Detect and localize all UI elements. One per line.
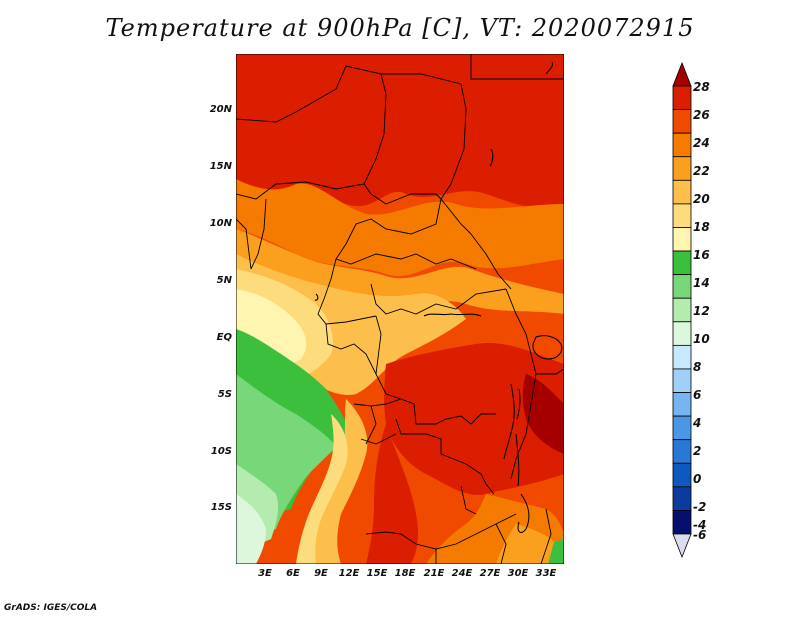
y-tick-label: 15S (210, 502, 232, 513)
y-tick-label: 20N (209, 104, 232, 115)
colorbar-label: 2 (693, 444, 702, 458)
colorbar (672, 62, 692, 558)
colorbar-segment (672, 109, 692, 134)
colorbar-label: -4 (693, 518, 707, 532)
y-tick-label: 10N (209, 218, 232, 229)
x-tick-label: 12E (338, 568, 360, 579)
colorbar-label: 26 (693, 108, 710, 122)
colorbar-segment (672, 321, 692, 346)
colorbar-segment (672, 510, 692, 535)
colorbar-segment (672, 415, 692, 441)
field-se-14 (548, 539, 564, 564)
colorbar-label: 14 (693, 276, 710, 290)
x-tick-label: 3E (258, 568, 272, 579)
colorbar-segment (672, 62, 692, 87)
colorbar-label: -6 (693, 528, 707, 542)
colorbar-segment (672, 533, 692, 558)
colorbar-label: -2 (693, 500, 707, 514)
colorbar-segment (672, 179, 692, 205)
field-core-26 (384, 343, 564, 495)
colorbar-label: 12 (693, 304, 710, 318)
x-tick-label: 27E (479, 568, 501, 579)
colorbar-label: 18 (693, 220, 710, 234)
x-tick-label: 21E (423, 568, 445, 579)
y-tick-label: 10S (210, 446, 232, 457)
colorbar-label: 22 (693, 164, 710, 178)
field-sahel (236, 179, 564, 277)
colorbar-segment (672, 250, 692, 276)
colorbar-label: 16 (693, 248, 710, 262)
temperature-map (236, 54, 564, 564)
colorbar-label: 10 (693, 332, 710, 346)
colorbar-segment (672, 344, 692, 370)
colorbar-segment (672, 368, 692, 393)
colorbar-segment (672, 439, 692, 464)
colorbar-segment (672, 462, 692, 488)
colorbar-label: 28 (693, 80, 710, 94)
x-tick-label: 15E (366, 568, 388, 579)
field-coast-18 (296, 414, 348, 564)
colorbar-segment (672, 227, 692, 252)
colorbar-segment (672, 156, 692, 181)
y-tick-label: 5N (216, 275, 232, 286)
field-se-22 (496, 524, 564, 564)
colorbar-segment (672, 392, 692, 417)
colorbar-label: 6 (693, 388, 702, 402)
y-tick-label: EQ (216, 332, 232, 343)
lakes (503, 61, 563, 533)
colorbar-label: 8 (693, 360, 702, 374)
x-tick-label: 18E (394, 568, 416, 579)
colorbar-segment (672, 486, 692, 511)
colorbar-label: 24 (693, 136, 710, 150)
colorbar-segment (672, 297, 692, 323)
x-tick-label: 30E (507, 568, 529, 579)
x-tick-label: 33E (535, 568, 557, 579)
colorbar-label: 4 (693, 416, 702, 430)
colorbar-segment (672, 203, 692, 228)
x-tick-label: 24E (451, 568, 473, 579)
x-tick-label: 6E (286, 568, 300, 579)
colorbar-segment (672, 85, 692, 110)
grads-credit: GrADS: IGES/COLA (4, 603, 98, 613)
chart-title: Temperature at 900hPa [C], VT: 202007291… (105, 14, 695, 42)
field-band-8 (236, 494, 266, 564)
field-north-hot (236, 54, 564, 209)
y-tick-label: 15N (209, 161, 232, 172)
colorbar-label: 0 (693, 472, 702, 486)
x-tick-label: 9E (314, 568, 328, 579)
y-tick-label: 5S (217, 389, 232, 400)
field-core-angola (366, 424, 419, 564)
colorbar-label: 20 (693, 192, 710, 206)
country-borders (236, 54, 564, 564)
colorbar-segment (672, 274, 692, 299)
colorbar-segment (672, 132, 692, 158)
